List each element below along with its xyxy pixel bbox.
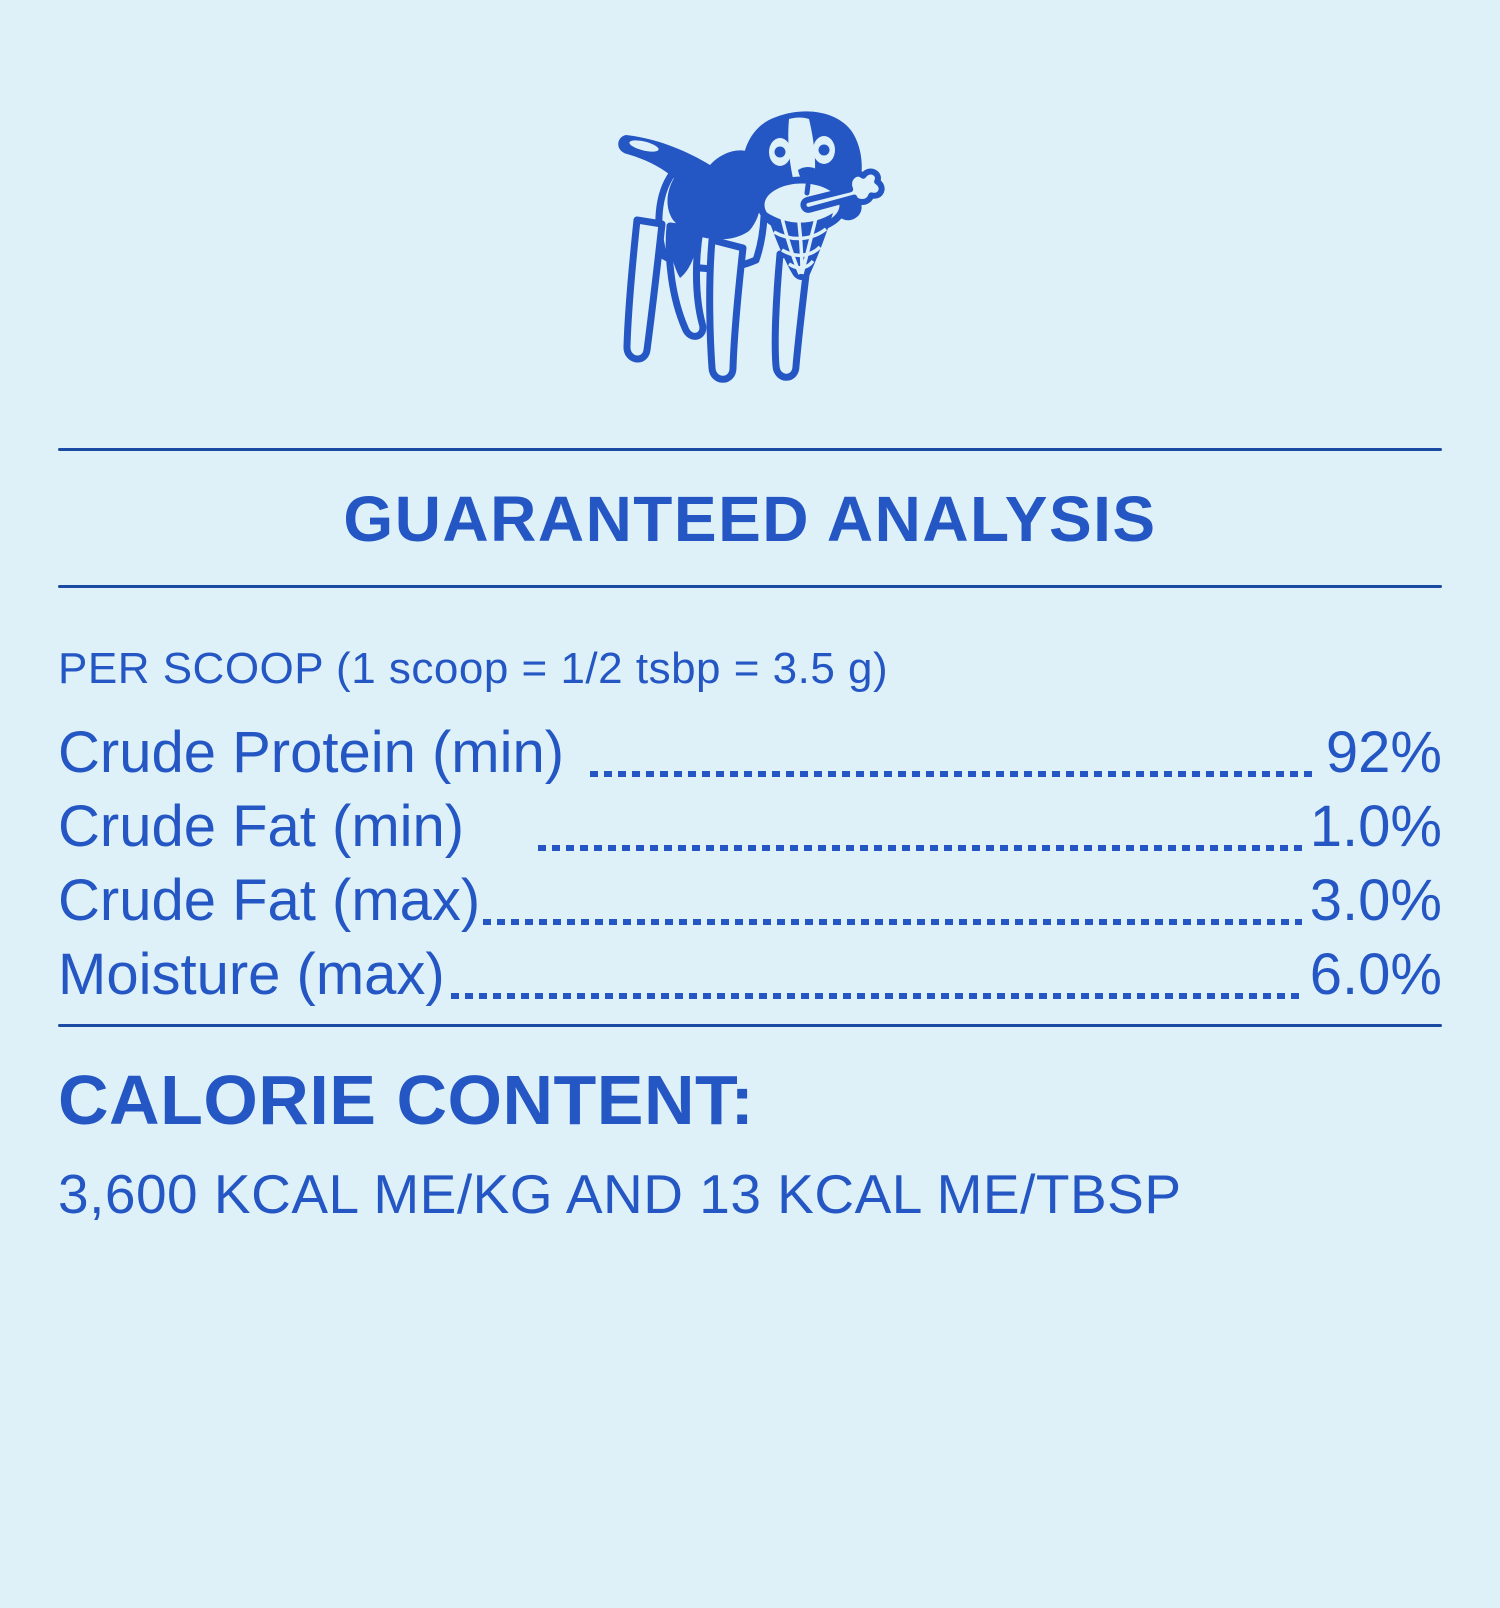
analysis-row-label: Moisture (max) bbox=[58, 942, 445, 1007]
section-title: GUARANTEED ANALYSIS bbox=[343, 483, 1157, 555]
serving-note: PER SCOOP (1 scoop = 1/2 tsbp = 3.5 g) bbox=[58, 644, 889, 693]
analysis-row-value: 3.0% bbox=[1309, 868, 1442, 933]
dot-leader bbox=[483, 919, 1302, 925]
analysis-row: Crude Fat (max) 3.0% bbox=[58, 864, 1442, 938]
analysis-row-value: 1.0% bbox=[1309, 794, 1442, 859]
divider-top bbox=[58, 448, 1442, 451]
analysis-row: Moisture (max) 6.0% bbox=[58, 938, 1442, 1012]
analysis-row: Crude Protein (min) 92% bbox=[58, 716, 1442, 790]
analysis-table: Crude Protein (min) 92% Crude Fat (min) … bbox=[58, 716, 1442, 1012]
analysis-row-label: Crude Fat (max) bbox=[58, 868, 481, 933]
dot-leader bbox=[590, 771, 1318, 777]
calorie-content-value: 3,600 KCAL ME/KG AND 13 KCAL ME/TBSP bbox=[58, 1163, 1182, 1225]
analysis-row-value: 6.0% bbox=[1309, 942, 1442, 1007]
dot-leader bbox=[538, 845, 1302, 851]
divider-middle bbox=[58, 585, 1442, 588]
analysis-row-label: Crude Fat (min) bbox=[58, 794, 465, 859]
dot-leader bbox=[450, 993, 1302, 999]
divider-bottom bbox=[58, 1024, 1442, 1027]
analysis-row-value: 92% bbox=[1325, 720, 1442, 785]
dog-with-bone-illustration bbox=[618, 111, 885, 383]
analysis-row-label: Crude Protein (min) bbox=[58, 720, 565, 785]
product-label: GUARANTEED ANALYSIS PER SCOOP (1 scoop =… bbox=[0, 108, 1500, 1608]
calorie-content-heading: CALORIE CONTENT: bbox=[58, 1061, 755, 1139]
analysis-row: Crude Fat (min) 1.0% bbox=[58, 790, 1442, 864]
